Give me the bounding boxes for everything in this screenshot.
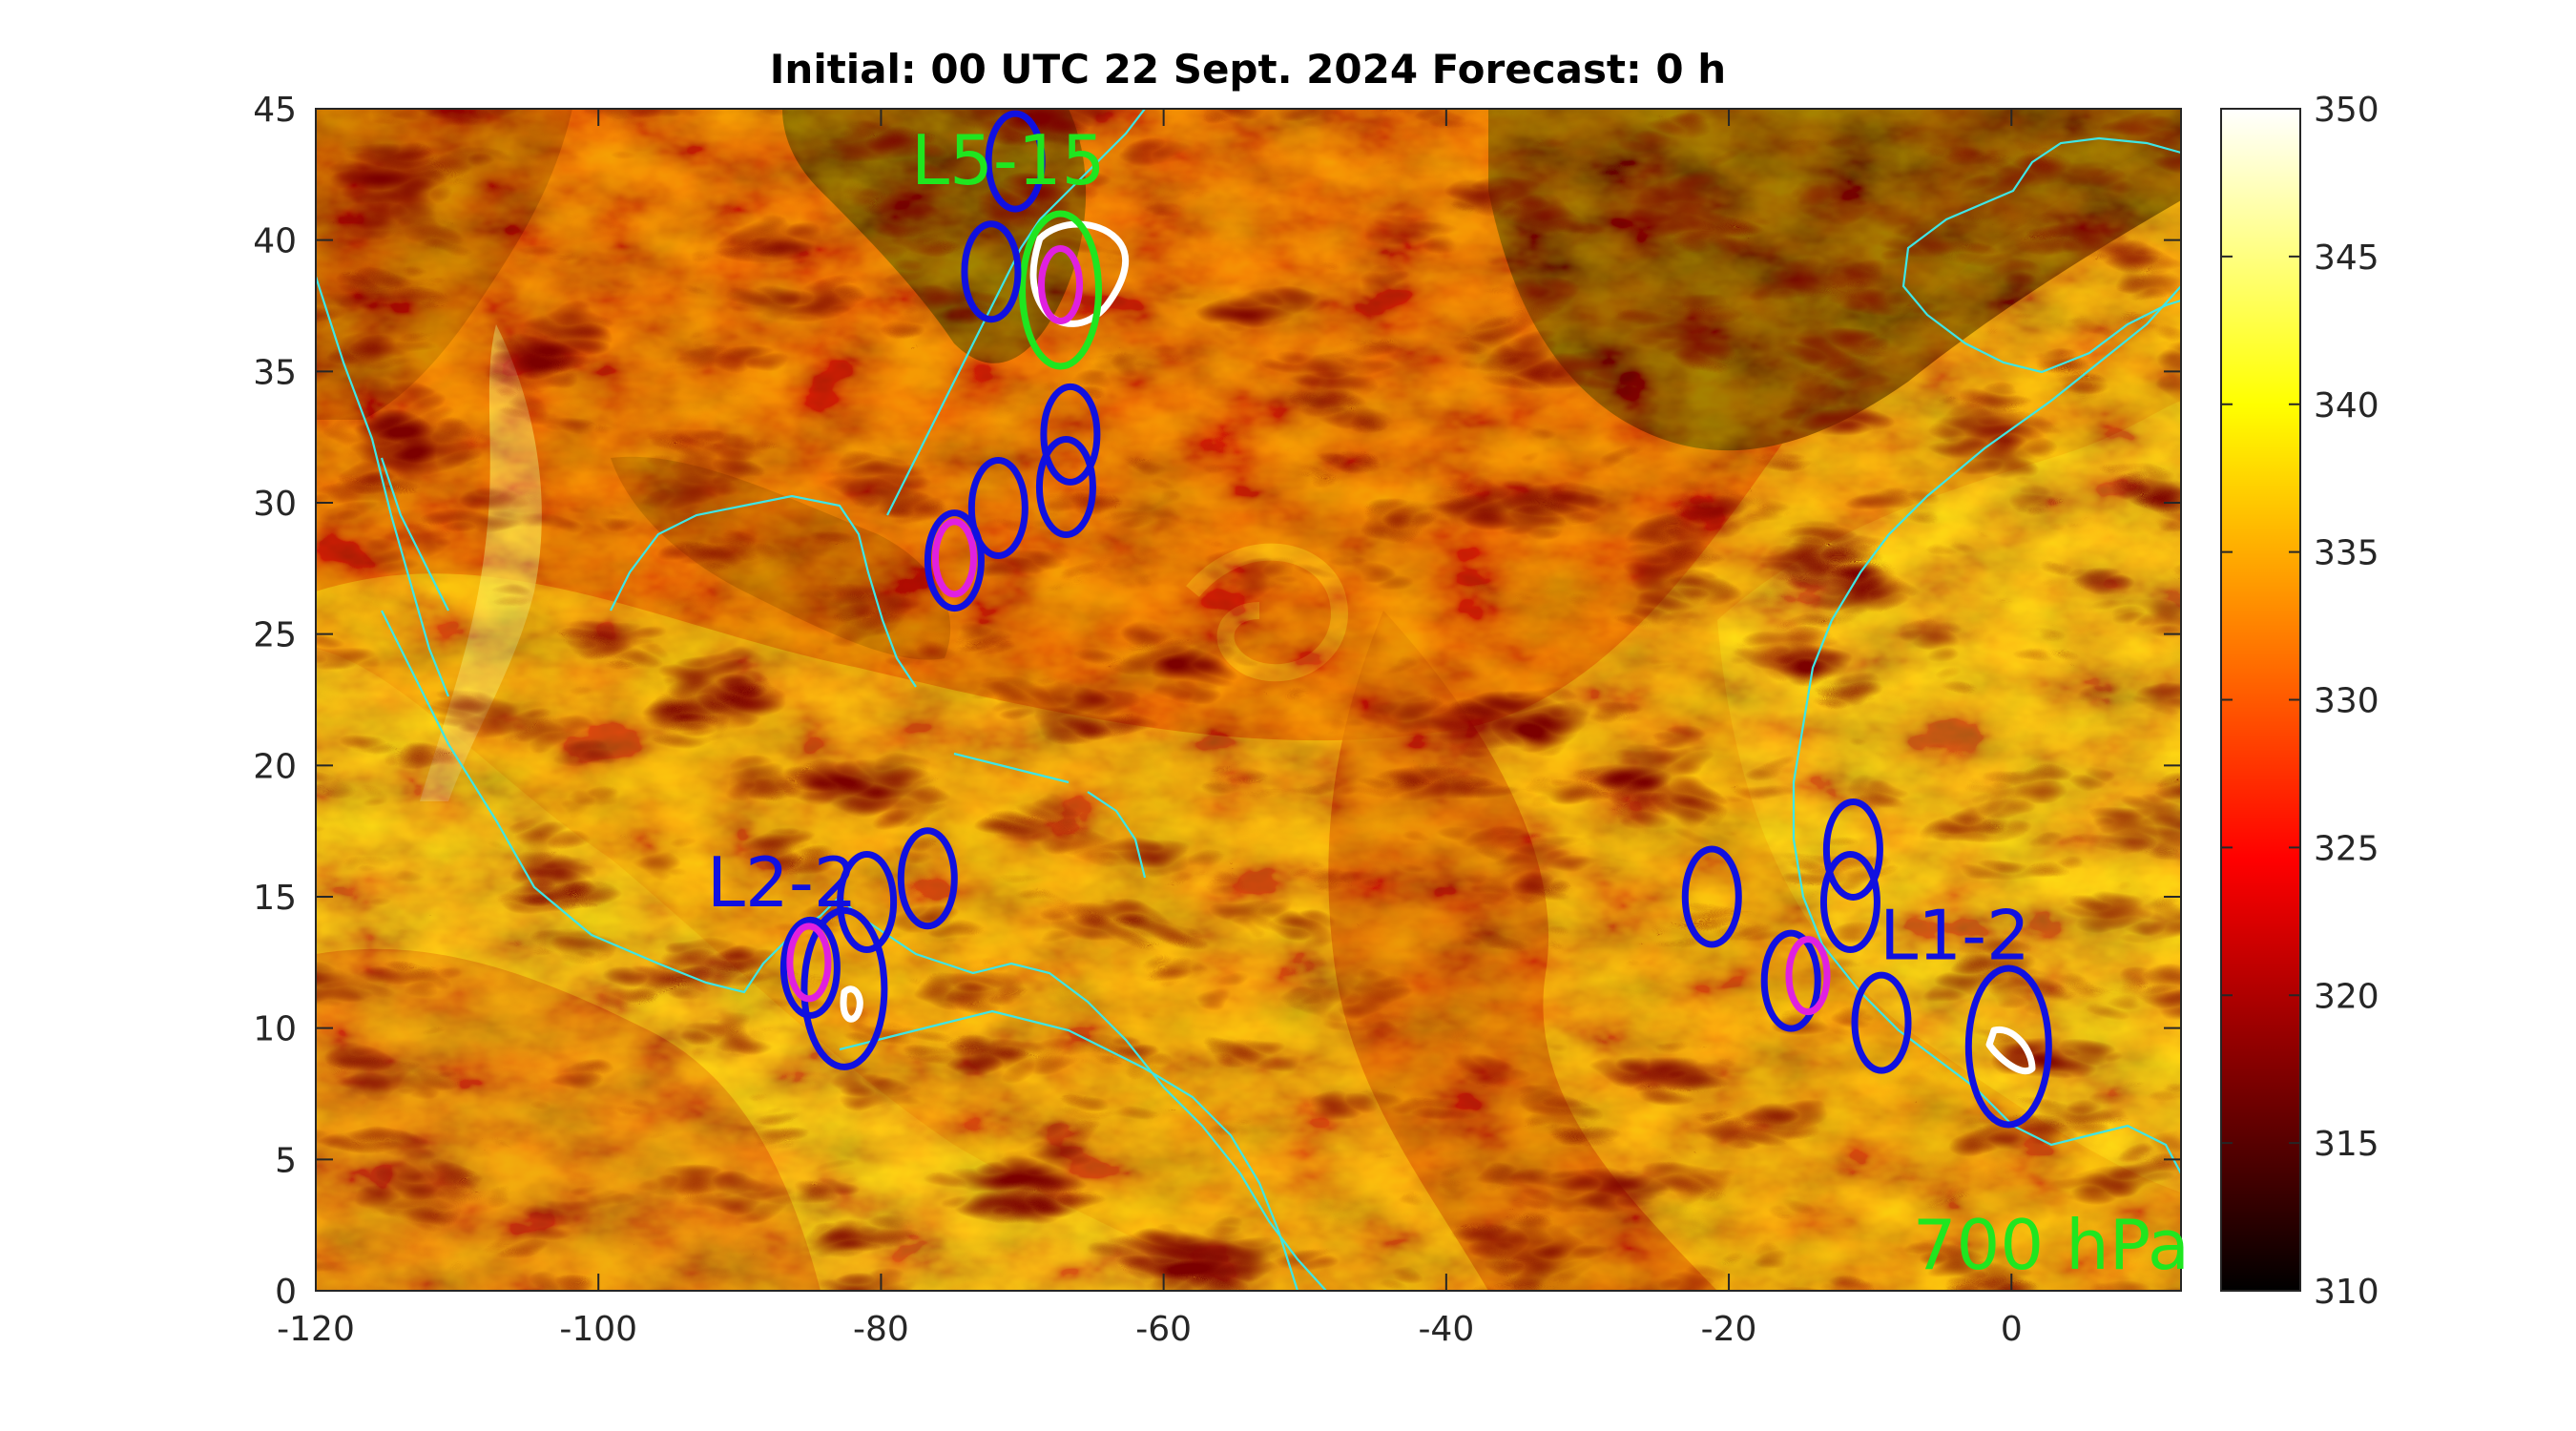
blue-ellipse-marker <box>837 851 898 954</box>
y-axis: 0 5 10 15 20 25 30 35 40 45 <box>253 91 2181 1312</box>
blue-ellipse-marker <box>1760 929 1821 1032</box>
marker-label: L2-2 <box>707 842 858 923</box>
x-tick-label: -40 <box>1418 1310 1474 1349</box>
contour-west-africa <box>1985 1026 2036 1075</box>
colorbar-tick-label: 350 <box>2314 91 2379 130</box>
blue-ellipse-marker <box>924 509 985 612</box>
blue-ellipse-marker <box>1964 964 2052 1129</box>
coastline-north-america <box>381 610 1327 1291</box>
blue-ellipse-marker <box>1040 383 1101 486</box>
magenta-ellipse-marker <box>931 518 977 598</box>
colorbar-axis: 310 315 320 325 330 335 340 345 350 <box>2221 91 2379 1312</box>
marker-labels: L5-15 L2-2 L1-2 <box>707 120 2030 975</box>
blue-ellipse-marker <box>1851 971 1912 1074</box>
marker-label: L5-15 <box>911 120 1106 200</box>
colorbar-tick-label: 335 <box>2314 534 2379 573</box>
y-tick-label: 40 <box>253 222 297 261</box>
y-tick-label: 35 <box>253 353 297 392</box>
blue-ellipse-marker <box>1035 435 1096 538</box>
y-tick-label: 15 <box>253 879 297 918</box>
colorbar-tick-label: 320 <box>2314 977 2379 1016</box>
blue-ellipse-marker <box>967 457 1028 560</box>
y-tick-label: 20 <box>253 747 297 786</box>
marker-ellipses <box>779 110 2052 1129</box>
blue-ellipse-marker <box>800 906 888 1070</box>
y-tick-label: 5 <box>275 1141 297 1180</box>
green-ellipse-marker <box>1019 210 1103 370</box>
y-tick-label: 30 <box>253 485 297 524</box>
coastline-iberia <box>1901 136 2181 374</box>
colorbar-tick-label: 310 <box>2314 1273 2379 1312</box>
x-axis: -120 -100 -80 -60 -40 -20 0 <box>277 109 2023 1349</box>
blue-ellipse-marker <box>1819 851 1880 954</box>
x-tick-label: -120 <box>277 1310 355 1349</box>
colorbar-tick-label: 340 <box>2314 386 2379 425</box>
magenta-ellipse-marker <box>786 923 832 1003</box>
colorbar-tick-label: 345 <box>2314 238 2379 278</box>
coastline-caribbean-islands <box>953 752 1147 879</box>
x-tick-label: -20 <box>1701 1310 1757 1349</box>
x-tick-label: -60 <box>1135 1310 1192 1349</box>
contour-central-america <box>840 985 863 1023</box>
colorbar-tick-label: 325 <box>2314 829 2379 868</box>
y-tick-label: 25 <box>253 616 297 655</box>
coastline-baja <box>380 457 449 612</box>
chart-title: Initial: 00 UTC 22 Sept. 2024 Forecast: … <box>770 46 1726 93</box>
y-tick-label: 0 <box>275 1273 297 1312</box>
colorbar <box>2220 108 2301 1292</box>
texture-overlay-dark <box>316 109 2181 1291</box>
coastlines <box>316 109 2181 1291</box>
x-tick-label: -100 <box>559 1310 637 1349</box>
blue-ellipse-marker <box>779 916 841 1019</box>
blue-ellipse-marker <box>961 220 1022 323</box>
magenta-ellipse-marker <box>1785 936 1831 1016</box>
colorbar-tick-label: 315 <box>2314 1125 2379 1164</box>
blue-ellipse-marker <box>1681 845 1742 948</box>
marker-label: L1-2 <box>1880 895 2030 975</box>
colorbar-tick-label: 330 <box>2314 682 2379 721</box>
white-contours <box>840 220 2036 1075</box>
magenta-ellipse-marker <box>1038 244 1084 324</box>
contour-hurricane-north <box>1029 220 1129 327</box>
blue-ellipse-marker <box>897 827 958 930</box>
map-panel <box>316 109 2181 1291</box>
x-tick-label: -80 <box>853 1310 909 1349</box>
x-tick-label: 0 <box>2001 1310 2023 1349</box>
coastline-africa <box>1792 285 2181 1174</box>
blue-ellipse-marker <box>985 110 1046 213</box>
coastline-us-west <box>316 276 450 697</box>
coastline-south-america <box>839 1009 1299 1291</box>
y-tick-label: 45 <box>253 91 297 130</box>
y-tick-label: 10 <box>253 1010 297 1049</box>
coastline-us-east <box>886 109 1146 516</box>
pressure-level-label: 700 hPa <box>1913 1205 2190 1285</box>
blue-ellipse-marker <box>1822 798 1883 901</box>
map-axes-frame <box>315 108 2182 1292</box>
coastline-gulf <box>610 494 917 688</box>
